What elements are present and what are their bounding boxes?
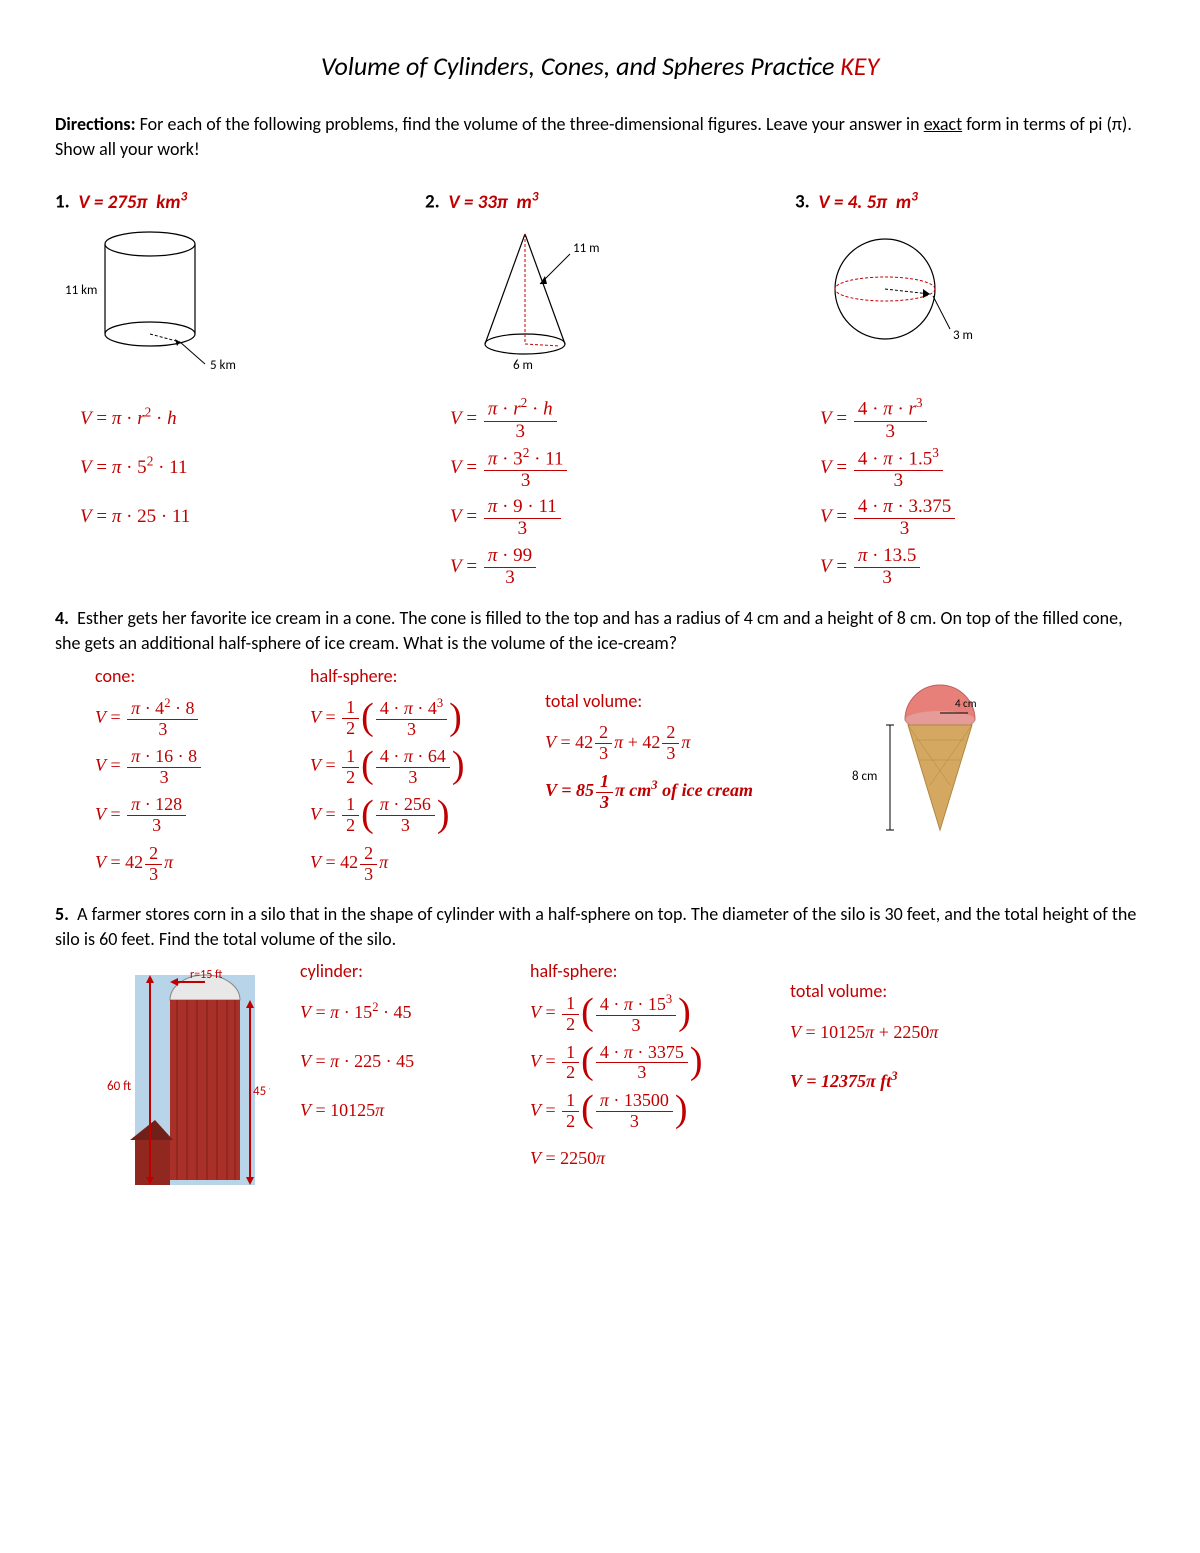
p3-header: 3. V = 4. 5π m3 (795, 187, 1145, 213)
directions-label: Directions: (55, 113, 136, 135)
p2-answer: V = 33π m3 (448, 191, 538, 214)
svg-text:4 cm: 4 cm (955, 697, 977, 710)
problem-5-work: 60 ft 45 ft r=15 ft cylinder: V = π · 15… (55, 960, 1145, 1195)
title-main: Volume of Cylinders, Cones, and Spheres … (321, 50, 840, 82)
icecream-figure: 4 cm 8 cm (850, 665, 990, 855)
p3-work: V = 4 · π · r33 V = 4 · π · 1.533 V = 4 … (795, 394, 1145, 592)
p5-cylinder-col: cylinder: V = π · 152 · 45 V = π · 225 ·… (300, 960, 500, 1134)
svg-text:5 km: 5 km (210, 358, 236, 373)
p3-answer: V = 4. 5π m3 (818, 191, 918, 214)
problem-2: 2. V = 33π m3 11 m 6 m V = π · r2 · h3 V… (425, 187, 775, 591)
page-title: Volume of Cylinders, Cones, and Spheres … (55, 50, 1145, 82)
p1-work: V = π · r2 · h V = π · 52 · 11 V = π · 2… (55, 394, 405, 542)
p4-total-col: total volume: V = 4223π + 4223π V = 8513… (545, 665, 825, 815)
cone-figure: 11 m 6 m (435, 224, 775, 374)
svg-text:11 m: 11 m (573, 241, 600, 256)
p1-answer: V = 275π km3 (78, 191, 187, 214)
directions: Directions: For each of the following pr… (55, 112, 1145, 162)
p4-halfsphere-col: half-sphere: V = 12(4 · π · 433) V = 12(… (310, 665, 520, 887)
svg-text:11 km: 11 km (65, 283, 97, 298)
directions-body: For each of the following problems, find… (55, 113, 1132, 160)
problem-4-text: 4. Esther gets her favorite ice cream in… (55, 606, 1145, 656)
svg-text:8 cm: 8 cm (852, 769, 877, 784)
p5-halfsphere-col: half-sphere: V = 12(4 · π · 1533) V = 12… (530, 960, 760, 1182)
silo-figure: 60 ft 45 ft r=15 ft (95, 960, 270, 1195)
p5-total-col: total volume: V = 10125π + 2250π V = 123… (790, 960, 1020, 1105)
svg-text:6 m: 6 m (513, 358, 533, 373)
svg-text:r=15 ft: r=15 ft (190, 968, 223, 982)
svg-text:60 ft: 60 ft (107, 1079, 131, 1094)
p4-cone-col: cone: V = π · 42 · 83 V = π · 16 · 83 V … (95, 665, 285, 887)
svg-text:45 ft: 45 ft (253, 1084, 270, 1099)
svg-text:3 m: 3 m (953, 328, 973, 343)
p5-final-answer: V = 12375π ft3 (790, 1057, 1020, 1106)
problem-5-text: 5. A farmer stores corn in a silo that i… (55, 902, 1145, 952)
problems-row-1: 1. V = 275π km3 5 km 11 km V = π · r2 · … (55, 187, 1145, 591)
p4-final-answer: V = 8513π cm3 of ice cream (545, 766, 825, 815)
problem-4-work: cone: V = π · 42 · 83 V = π · 16 · 83 V … (55, 665, 1145, 887)
p2-header: 2. V = 33π m3 (425, 187, 775, 213)
cylinder-figure: 5 km 11 km (65, 224, 405, 374)
sphere-figure: 3 m (805, 224, 1145, 374)
p2-work: V = π · r2 · h3 V = π · 32 · 113 V = π ·… (425, 394, 775, 592)
title-key: KEY (840, 50, 879, 82)
p1-header: 1. V = 275π km3 (55, 187, 405, 213)
problem-1: 1. V = 275π km3 5 km 11 km V = π · r2 · … (55, 187, 405, 591)
problem-3: 3. V = 4. 5π m3 3 m V = 4 · π · r33 V = … (795, 187, 1145, 591)
